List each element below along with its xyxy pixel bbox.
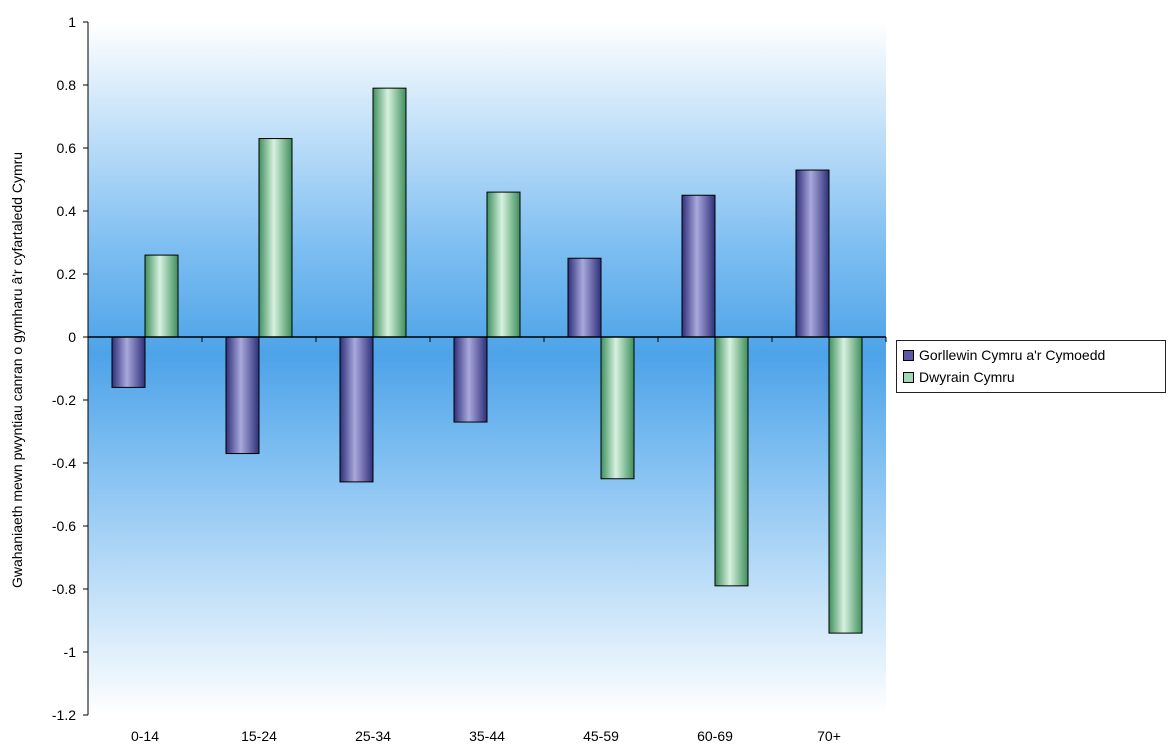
x-tick-label-45-59: 45-59	[583, 728, 619, 744]
y-tick-label: 0	[68, 329, 76, 345]
bar-series-2-45-59	[600, 336, 635, 480]
bar-series-1-15-24	[225, 336, 260, 455]
y-tick-label: -1.2	[52, 707, 76, 723]
bar-series-1-35-44	[453, 336, 488, 423]
x-tick-label-15-24: 15-24	[241, 728, 277, 744]
x-tick-label-25-34: 25-34	[355, 728, 391, 744]
bar-series-1-60-69	[681, 194, 716, 338]
bar-series-2-35-44	[486, 191, 521, 338]
y-tick-label: -1	[64, 644, 77, 660]
y-tick-label: -0.2	[52, 392, 76, 408]
bar-series-2-60-69	[714, 336, 749, 587]
bar-series-2-0-14	[144, 254, 179, 338]
y-tick-label: -0.6	[52, 518, 76, 534]
y-tick-label: 1	[68, 14, 76, 30]
bar-series-1-25-34	[339, 336, 374, 483]
legend-label-series-1: Gorllewin Cymru a'r Cymoedd	[919, 347, 1106, 363]
x-tick-label-35-44: 35-44	[469, 728, 505, 744]
legend-item-series-1: Gorllewin Cymru a'r Cymoedd	[903, 344, 1161, 366]
legend-label-series-2: Dwyrain Cymru	[919, 369, 1015, 385]
bar-series-1-0-14	[111, 336, 146, 388]
x-tick-label-60-69: 60-69	[697, 728, 733, 744]
bar-series-2-25-34	[372, 87, 407, 338]
bar-series-1-45-59	[567, 257, 602, 338]
legend: Gorllewin Cymru a'r Cymoedd Dwyrain Cymr…	[896, 340, 1166, 393]
y-tick-label: 0.2	[57, 266, 77, 282]
bar-series-2-70+	[828, 336, 863, 634]
y-axis-title: Gwahaniaeth mewn pwyntiau canran o gymha…	[9, 152, 25, 588]
y-tick-label: -0.4	[52, 455, 76, 471]
legend-swatch-series-2	[903, 371, 914, 383]
y-tick-label: 0.6	[57, 140, 77, 156]
y-tick-label: 0.4	[57, 203, 77, 219]
bar-series-2-15-24	[258, 138, 293, 338]
y-tick-label: -0.8	[52, 581, 76, 597]
legend-item-series-2: Dwyrain Cymru	[903, 366, 1161, 388]
y-tick-label: 0.8	[57, 77, 77, 93]
x-tick-label-0-14: 0-14	[131, 728, 159, 744]
x-tick-label-70+: 70+	[817, 728, 841, 744]
legend-swatch-series-1	[903, 349, 914, 361]
bar-series-1-70+	[795, 169, 830, 338]
